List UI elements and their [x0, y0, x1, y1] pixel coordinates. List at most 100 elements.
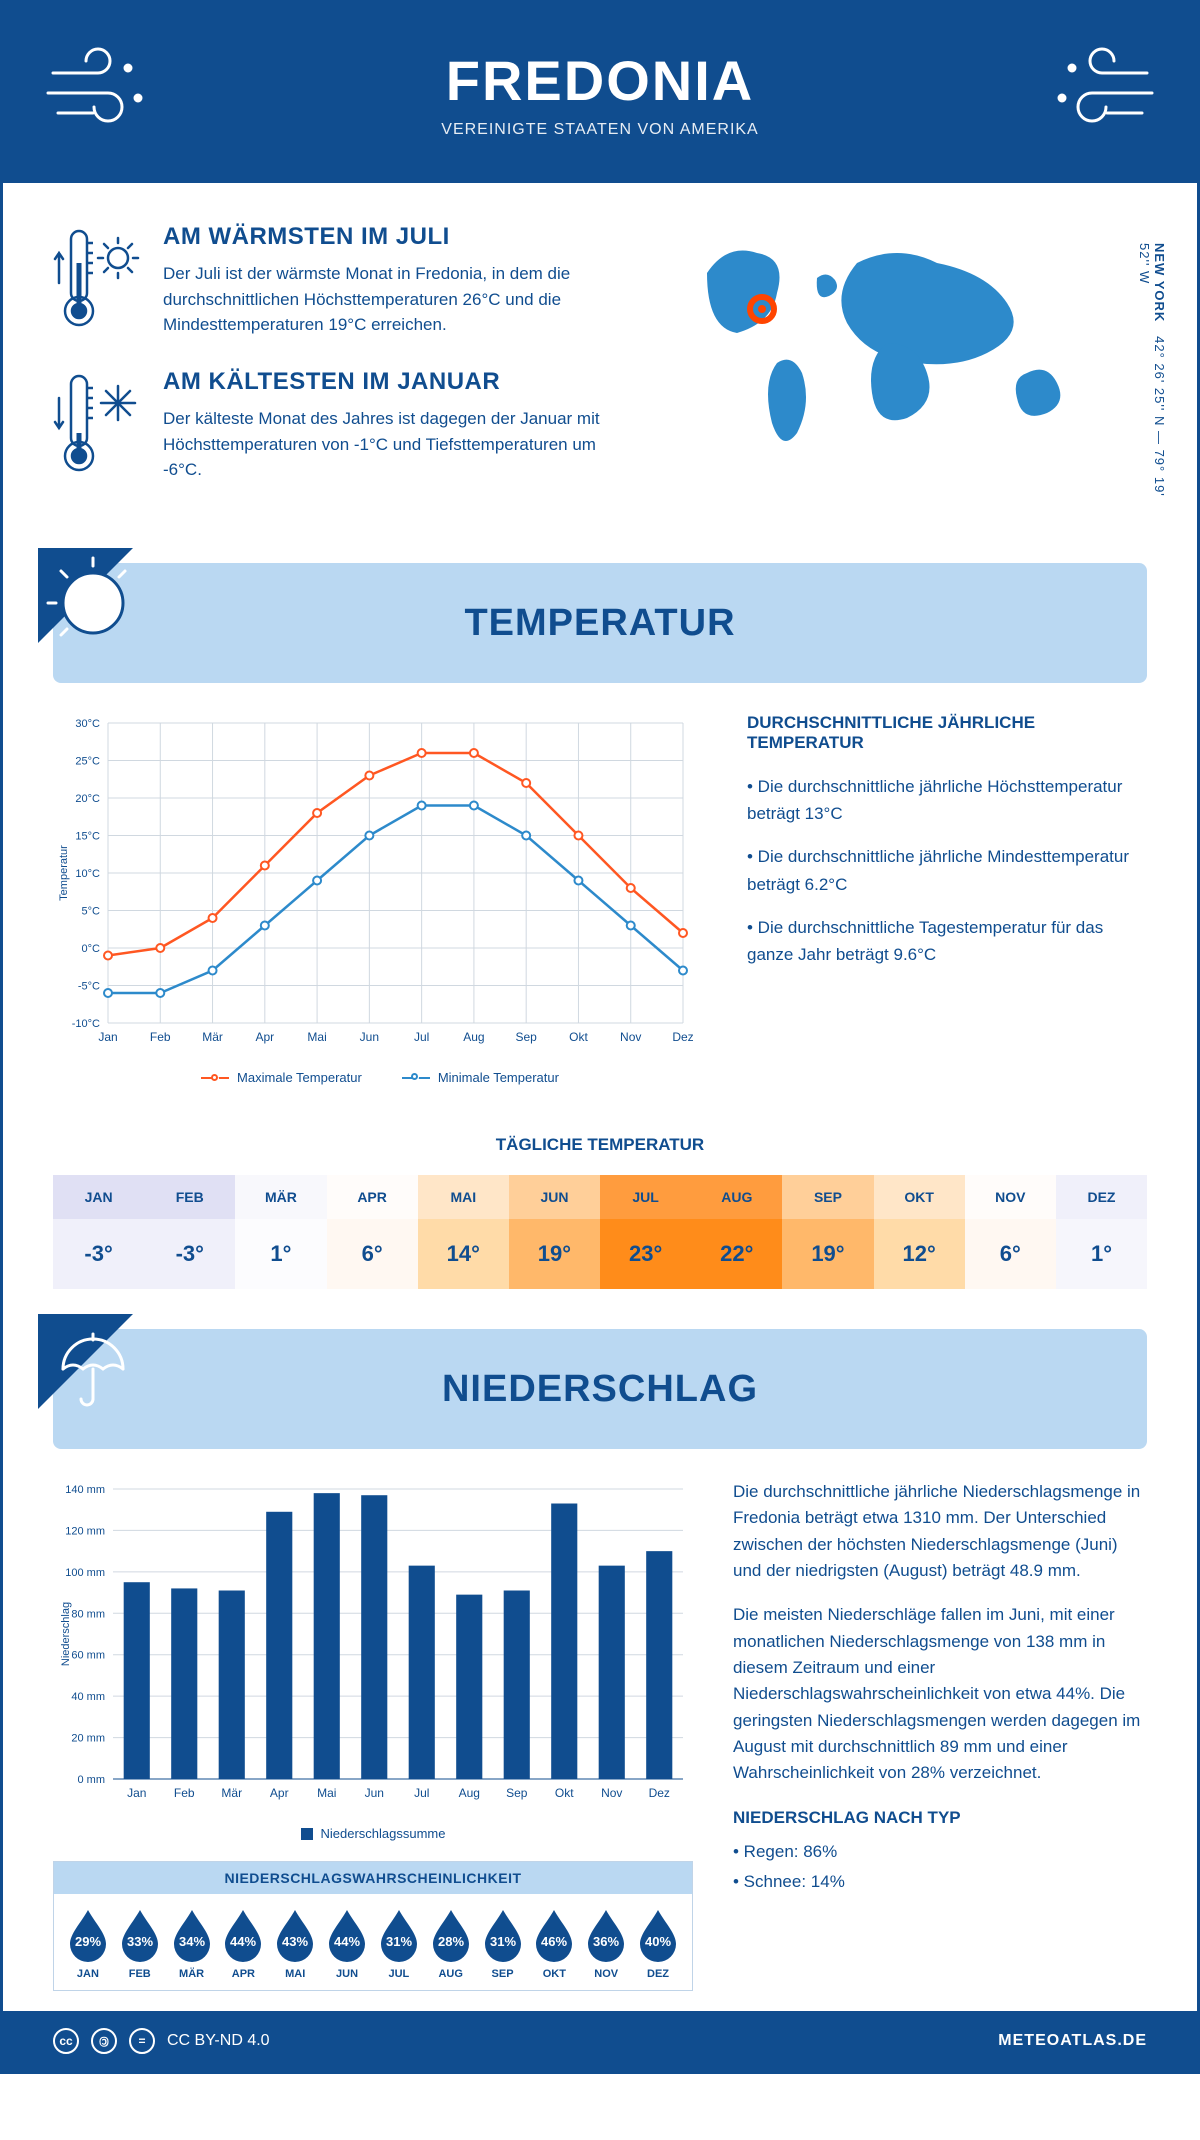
svg-text:Feb: Feb — [150, 1030, 171, 1044]
daily-month: MÄR — [235, 1175, 326, 1219]
svg-text:36%: 36% — [593, 1934, 619, 1949]
svg-text:15°C: 15°C — [75, 831, 100, 843]
temperature-section-header: TEMPERATUR — [53, 563, 1147, 683]
svg-text:31%: 31% — [386, 1934, 412, 1949]
cc-icon: cc — [53, 2028, 79, 2054]
daily-value: 22° — [691, 1219, 782, 1289]
drop-icon: 31% — [377, 1908, 421, 1962]
temp-info-title: DURCHSCHNITTLICHE JÄHRLICHE TEMPERATUR — [747, 713, 1147, 753]
precip-type-title: NIEDERSCHLAG NACH TYP — [733, 1805, 1147, 1831]
svg-text:46%: 46% — [541, 1934, 567, 1949]
daily-cell: FEB-3° — [144, 1175, 235, 1289]
drop-icon: 46% — [532, 1908, 576, 1962]
prob-drop: 31%SEP — [479, 1908, 527, 1980]
prob-drop: 44%APR — [219, 1908, 267, 1980]
svg-text:28%: 28% — [438, 1934, 464, 1949]
svg-text:Jan: Jan — [127, 1786, 146, 1800]
temp-info-point: • Die durchschnittliche jährliche Höchst… — [747, 773, 1147, 827]
drop-icon: 33% — [118, 1908, 162, 1962]
by-icon: 🄯 — [91, 2028, 117, 2054]
svg-text:0°C: 0°C — [82, 943, 101, 955]
daily-value: 1° — [1056, 1219, 1147, 1289]
daily-month: OKT — [874, 1175, 965, 1219]
daily-month: DEZ — [1056, 1175, 1147, 1219]
daily-month: MAI — [418, 1175, 509, 1219]
svg-text:60 mm: 60 mm — [71, 1650, 105, 1662]
svg-text:Jun: Jun — [360, 1030, 379, 1044]
svg-text:Mai: Mai — [307, 1030, 326, 1044]
precip-body: 0 mm20 mm40 mm60 mm80 mm100 mm120 mm140 … — [3, 1479, 1197, 2011]
prob-drop: 46% OKT — [530, 1908, 578, 1980]
probability-box: NIEDERSCHLAGSWAHRSCHEINLICHKEIT 29%JAN33… — [53, 1861, 693, 1991]
daily-value: 6° — [327, 1219, 418, 1289]
daily-month: AUG — [691, 1175, 782, 1219]
prob-drop: 31% JUL — [375, 1908, 423, 1980]
svg-text:Niederschlag: Niederschlag — [60, 1602, 72, 1666]
drop-month: JUL — [375, 1968, 423, 1980]
header-title-block: FREDONIA VEREINIGTE STAATEN VON AMERIKA — [441, 48, 758, 139]
temperature-info: DURCHSCHNITTLICHE JÄHRLICHE TEMPERATUR •… — [747, 713, 1147, 1085]
prob-drop: 28% AUG — [427, 1908, 475, 1980]
svg-text:80 mm: 80 mm — [71, 1608, 105, 1620]
prob-drop: 29%JAN — [64, 1908, 112, 1980]
drop-month: AUG — [427, 1968, 475, 1980]
prob-drop: 36%NOV — [582, 1908, 630, 1980]
svg-text:Jul: Jul — [414, 1030, 429, 1044]
precip-section-header: NIEDERSCHLAG — [53, 1329, 1147, 1449]
svg-text:40%: 40% — [645, 1934, 671, 1949]
daily-value: -3° — [53, 1219, 144, 1289]
temperature-title: TEMPERATUR — [464, 602, 735, 645]
svg-text:Mai: Mai — [317, 1786, 336, 1800]
daily-value: 14° — [418, 1219, 509, 1289]
precip-title: NIEDERSCHLAG — [442, 1368, 758, 1411]
license-text: CC BY-ND 4.0 — [167, 2032, 270, 2050]
daily-cell: JUN19° — [509, 1175, 600, 1289]
prob-drop: 34% MÄR — [168, 1908, 216, 1980]
footer: cc 🄯 = CC BY-ND 4.0 METEOATLAS.DE — [3, 2011, 1197, 2071]
svg-text:Sep: Sep — [506, 1786, 528, 1800]
daily-value: 23° — [600, 1219, 691, 1289]
country-name: VEREINIGTE STAATEN VON AMERIKA — [441, 121, 758, 139]
probability-title: NIEDERSCHLAGSWAHRSCHEINLICHKEIT — [54, 1862, 692, 1894]
daily-month: JAN — [53, 1175, 144, 1219]
svg-text:Temperatur: Temperatur — [58, 845, 70, 901]
daily-month: FEB — [144, 1175, 235, 1219]
region-label: NEW YORK — [1152, 243, 1167, 322]
warmest-text: Der Juli ist der wärmste Monat in Fredon… — [163, 261, 637, 338]
daily-value: 19° — [509, 1219, 600, 1289]
daily-value: 1° — [235, 1219, 326, 1289]
svg-text:100 mm: 100 mm — [65, 1567, 105, 1579]
svg-text:Mär: Mär — [221, 1786, 242, 1800]
svg-text:Apr: Apr — [270, 1786, 289, 1800]
drop-month: MÄR — [168, 1968, 216, 1980]
drop-month: SEP — [479, 1968, 527, 1980]
daily-cell: SEP19° — [782, 1175, 873, 1289]
intro-section: AM WÄRMSTEN IM JULI Der Juli ist der wär… — [3, 183, 1197, 543]
precip-type-point: • Regen: 86% — [733, 1839, 1147, 1865]
daily-value: 12° — [874, 1219, 965, 1289]
precip-text: Die durchschnittliche jährliche Niedersc… — [733, 1479, 1147, 1991]
svg-text:Jan: Jan — [98, 1030, 117, 1044]
prob-drop: 44%JUN — [323, 1908, 371, 1980]
prob-drop: 33%FEB — [116, 1908, 164, 1980]
svg-text:Dez: Dez — [672, 1030, 693, 1044]
daily-cell: JUL23° — [600, 1175, 691, 1289]
daily-value: -3° — [144, 1219, 235, 1289]
footer-license: cc 🄯 = CC BY-ND 4.0 — [53, 2028, 270, 2054]
daily-cell: MÄR1° — [235, 1175, 326, 1289]
city-name: FREDONIA — [441, 48, 758, 113]
svg-text:44%: 44% — [334, 1934, 360, 1949]
drop-icon: 34% — [170, 1908, 214, 1962]
precip-legend: Niederschlagssumme — [53, 1826, 693, 1841]
daily-cell: OKT12° — [874, 1175, 965, 1289]
daily-cell: JAN-3° — [53, 1175, 144, 1289]
drop-month: OKT — [530, 1968, 578, 1980]
drop-icon: 44% — [325, 1908, 369, 1962]
svg-text:Feb: Feb — [174, 1786, 195, 1800]
drop-icon: 36% — [584, 1908, 628, 1962]
svg-text:Dez: Dez — [649, 1786, 670, 1800]
svg-text:34%: 34% — [179, 1934, 205, 1949]
drop-month: DEZ — [634, 1968, 682, 1980]
daily-month: JUN — [509, 1175, 600, 1219]
svg-text:20°C: 20°C — [75, 793, 100, 805]
